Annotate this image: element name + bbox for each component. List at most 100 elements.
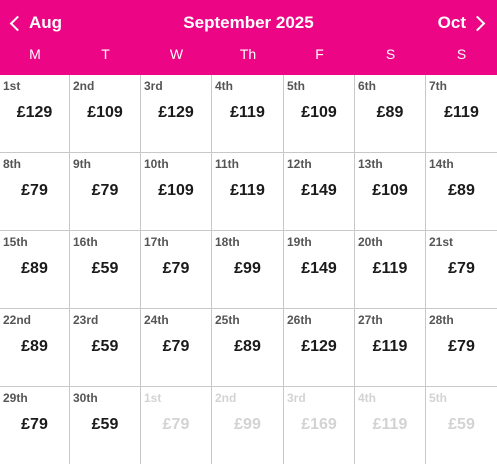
day-cell[interactable]: 29th £79 [0, 387, 70, 464]
day-cell[interactable]: 1st £129 [0, 75, 70, 153]
day-number: 23rd [73, 313, 99, 327]
day-cell[interactable]: 21st £79 [426, 231, 497, 309]
day-number: 30th [73, 391, 98, 405]
day-price: £129 [301, 338, 337, 355]
day-cell[interactable]: 3rd £129 [141, 75, 212, 153]
next-month-button[interactable]: Oct [437, 13, 486, 33]
day-price: £119 [372, 338, 408, 355]
day-number: 20th [358, 235, 383, 249]
day-price: £99 [234, 260, 261, 277]
day-price: £129 [16, 104, 53, 121]
next-month-day-cell: 5th £59 [426, 387, 497, 464]
day-cell[interactable]: 9th £79 [70, 153, 141, 231]
weekday-label: T [101, 46, 110, 62]
weekday-label: Th [239, 46, 257, 62]
day-number: 21st [429, 235, 454, 249]
day-price: £79 [21, 416, 48, 433]
day-cell[interactable]: 30th £59 [70, 387, 141, 464]
weekday-label: W [169, 46, 184, 62]
day-cell[interactable]: 27th £119 [355, 309, 426, 387]
day-cell[interactable]: 19th £149 [284, 231, 355, 309]
day-number: 2nd [73, 79, 95, 93]
month-nav: Aug September 2025 Oct [0, 0, 497, 44]
day-cell[interactable]: 10th £109 [141, 153, 212, 231]
day-price: £79 [162, 416, 190, 433]
day-cell[interactable]: 20th £119 [355, 231, 426, 309]
day-cell[interactable]: 26th £129 [284, 309, 355, 387]
day-number: 28th [429, 313, 454, 327]
day-number: 1st [144, 391, 162, 405]
day-price: £79 [448, 338, 475, 355]
day-cell[interactable]: 22nd £89 [0, 309, 70, 387]
day-cell[interactable]: 5th £109 [284, 75, 355, 153]
day-number: 5th [429, 391, 447, 405]
day-number: 15th [3, 235, 28, 249]
day-price: £149 [301, 182, 337, 199]
day-number: 29th [3, 391, 28, 405]
day-cell[interactable]: 11th £119 [212, 153, 284, 231]
day-price: £99 [234, 416, 261, 433]
day-cell[interactable]: 4th £119 [212, 75, 284, 153]
day-number: 13th [358, 157, 383, 171]
day-cell[interactable]: 7th £119 [426, 75, 497, 153]
day-cell[interactable]: 6th £89 [355, 75, 426, 153]
day-number: 7th [429, 79, 447, 93]
day-cell[interactable]: 16th £59 [70, 231, 141, 309]
next-month-label: Oct [437, 13, 466, 32]
day-number: 9th [73, 157, 91, 171]
day-cell[interactable]: 24th £79 [141, 309, 212, 387]
day-price: £169 [301, 416, 337, 433]
day-cell[interactable]: 23rd £59 [70, 309, 141, 387]
day-number: 1st [3, 79, 21, 93]
month-title: September 2025 [183, 13, 314, 32]
day-price: £59 [91, 416, 119, 433]
day-grid: 1st £129 2nd £109 3rd £129 4th £119 5th £109 6th £8… [0, 75, 497, 464]
day-number: 4th [215, 79, 233, 93]
day-price: £119 [372, 416, 408, 433]
day-price: £79 [448, 260, 475, 277]
weekday-label: S [385, 46, 396, 62]
day-price: £59 [448, 416, 475, 433]
day-number: 3rd [144, 79, 163, 93]
day-cell[interactable]: 14th £89 [426, 153, 497, 231]
day-price: £119 [230, 182, 265, 199]
day-number: 25th [215, 313, 240, 327]
day-price: £89 [448, 182, 475, 199]
day-price: £109 [301, 104, 337, 121]
day-price: £79 [21, 182, 48, 199]
weekday-label: F [315, 46, 324, 62]
day-cell[interactable]: 28th £79 [426, 309, 497, 387]
day-price: £119 [230, 104, 265, 121]
day-number: 19th [287, 235, 312, 249]
next-month-day-cell: 2nd £99 [212, 387, 284, 464]
calendar-header: Aug September 2025 Oct M T W Th F S S [0, 0, 497, 75]
next-month-day-cell: 1st £79 [141, 387, 212, 464]
day-price: £89 [21, 260, 48, 277]
day-number: 5th [287, 79, 305, 93]
day-price: £79 [162, 260, 190, 277]
prev-month-label: Aug [29, 13, 63, 32]
day-price: £119 [372, 260, 408, 277]
day-price: £59 [91, 260, 119, 277]
day-price: £89 [21, 338, 48, 355]
day-cell[interactable]: 12th £149 [284, 153, 355, 231]
day-number: 3rd [287, 391, 306, 405]
day-number: 14th [429, 157, 454, 171]
day-price: £129 [158, 104, 194, 121]
day-cell[interactable]: 18th £99 [212, 231, 284, 309]
day-cell[interactable]: 15th £89 [0, 231, 70, 309]
day-cell[interactable]: 25th £89 [212, 309, 284, 387]
day-cell[interactable]: 13th £109 [355, 153, 426, 231]
day-number: 24th [144, 313, 169, 327]
day-number: 2nd [215, 391, 237, 405]
day-price: £79 [162, 338, 190, 355]
day-number: 4th [358, 391, 376, 405]
day-price: £119 [444, 104, 479, 121]
prev-month-button[interactable]: Aug [9, 13, 63, 33]
weekday-header-row: M T W Th F S S [0, 44, 497, 75]
day-cell[interactable]: 17th £79 [141, 231, 212, 309]
day-cell[interactable]: 2nd £109 [70, 75, 141, 153]
day-cell[interactable]: 8th £79 [0, 153, 70, 231]
day-price: £89 [376, 104, 404, 121]
